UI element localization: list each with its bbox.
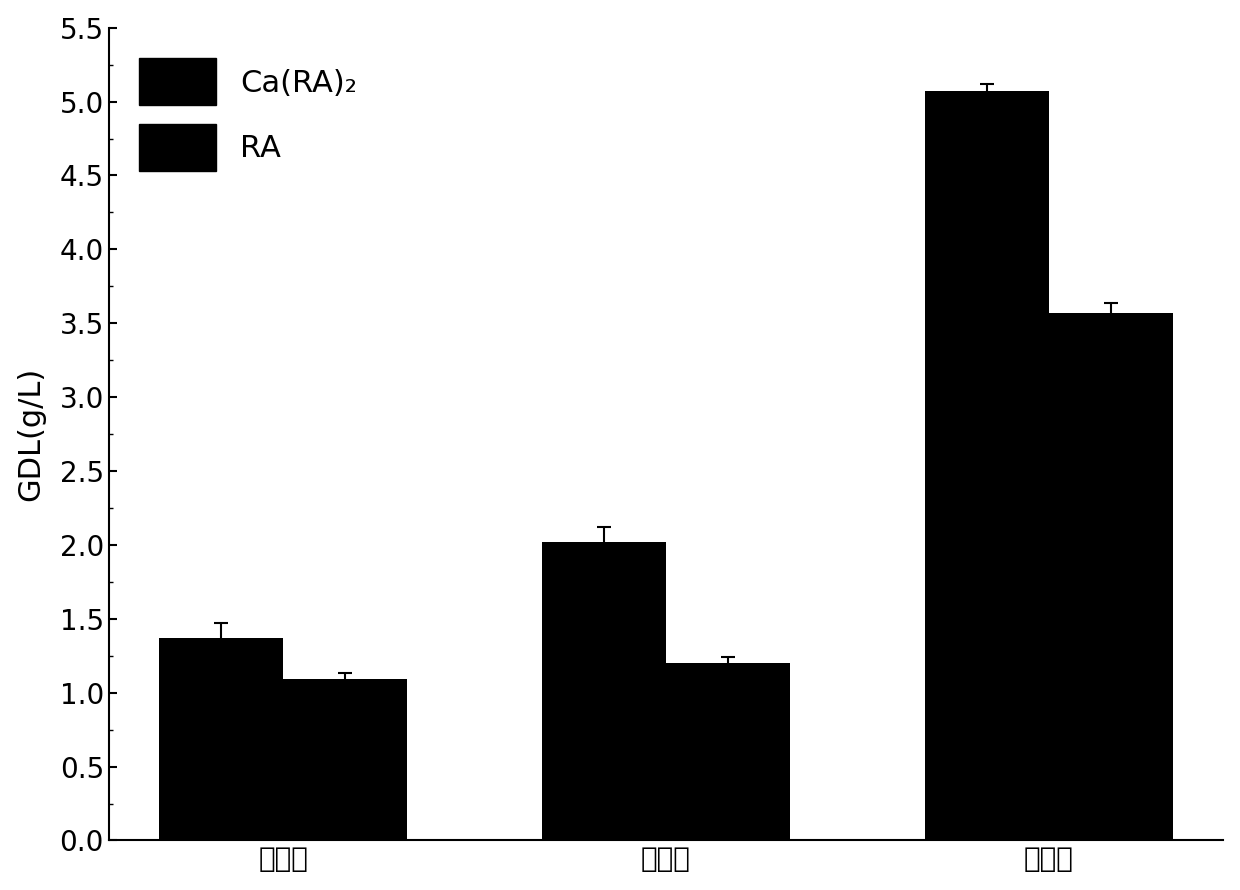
- Bar: [666, 663, 790, 840]
- Bar: [1049, 313, 1173, 840]
- Bar: [925, 91, 1049, 840]
- Bar: [160, 638, 283, 840]
- Legend: Ca(RA)₂, RA: Ca(RA)₂, RA: [124, 43, 372, 186]
- Y-axis label: GDL(g/L): GDL(g/L): [16, 367, 46, 501]
- Bar: [283, 679, 407, 840]
- Bar: [542, 542, 666, 840]
